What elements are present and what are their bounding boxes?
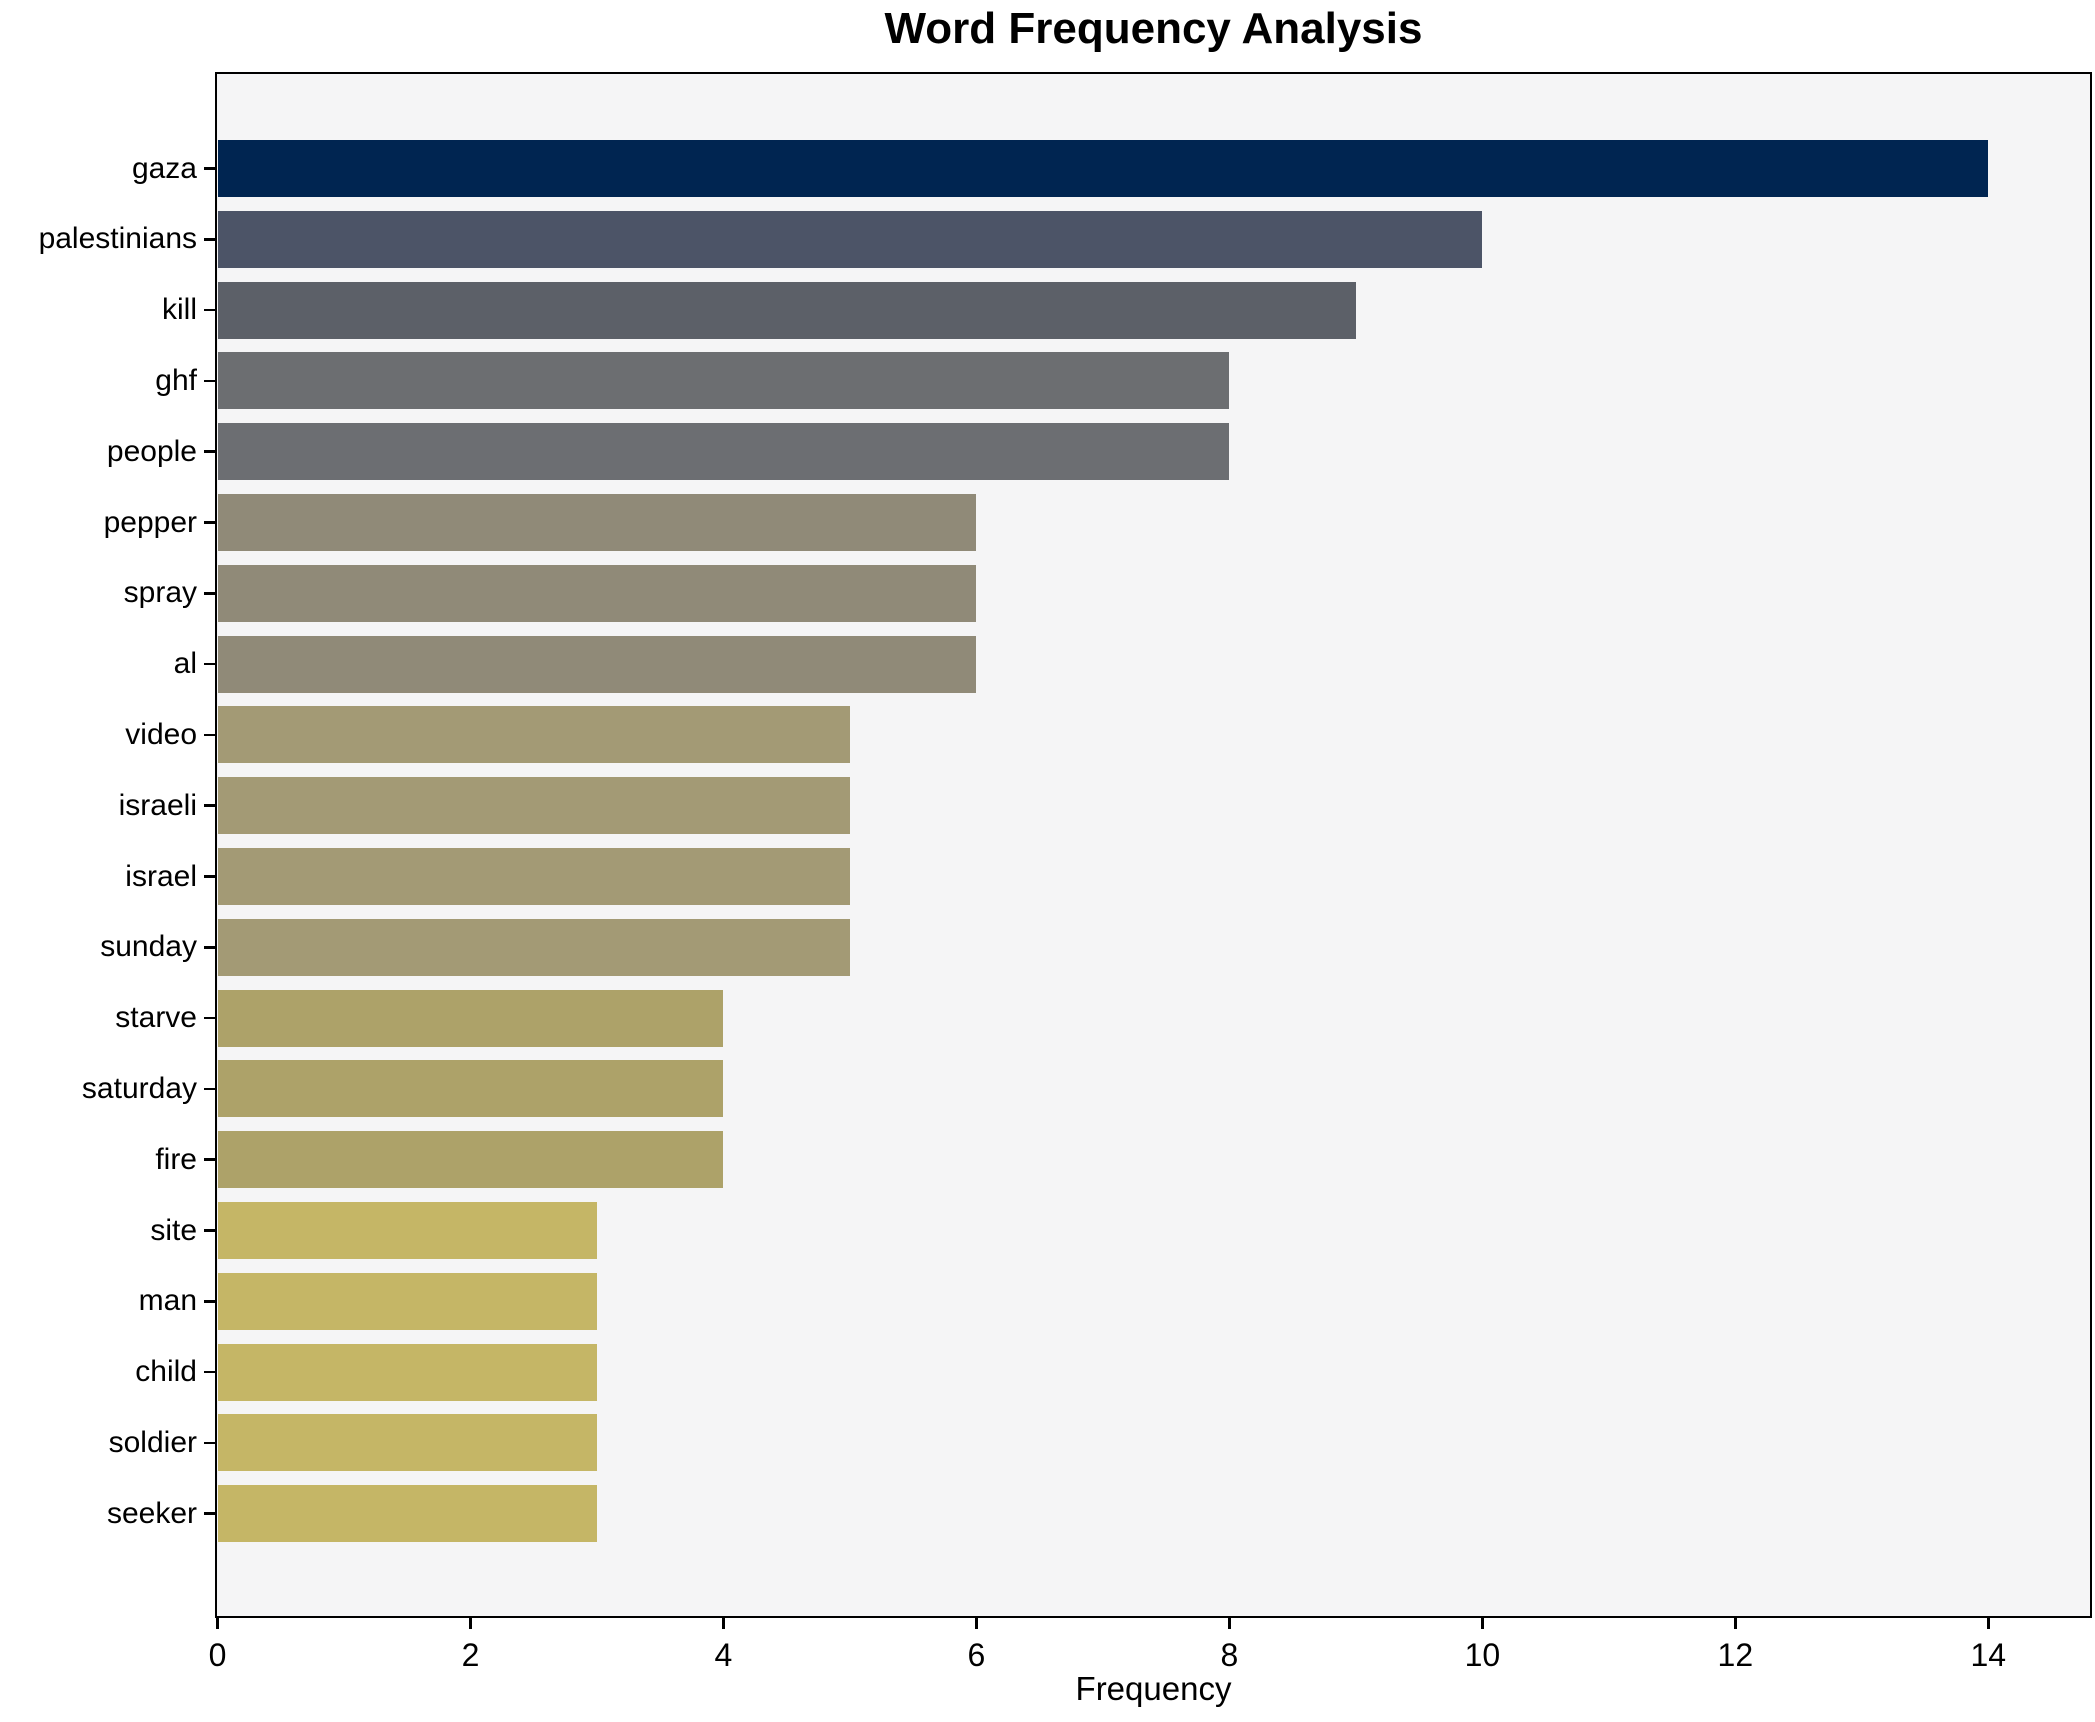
y-tick-label-palestinians: palestinians	[38, 222, 197, 256]
x-tick-label-14: 14	[1970, 1637, 2007, 1673]
bar-soldier	[217, 1414, 597, 1472]
bar-pepper	[217, 494, 977, 551]
x-tick-label-10: 10	[1464, 1637, 1501, 1673]
y-tick-mark	[204, 1229, 215, 1232]
x-tick-mark	[1481, 1618, 1484, 1629]
y-tick-mark	[204, 450, 215, 453]
y-tick-mark	[204, 592, 215, 595]
y-tick-label-saturday: saturday	[81, 1071, 197, 1105]
y-tick-mark	[204, 1158, 215, 1161]
y-tick-label-fire: fire	[155, 1142, 197, 1176]
y-tick-mark	[204, 662, 215, 666]
y-tick-mark	[204, 875, 215, 878]
y-tick-label-child: child	[135, 1355, 197, 1389]
y-tick-mark	[204, 804, 215, 807]
y-tick-label-seeker: seeker	[106, 1496, 197, 1530]
y-tick-mark	[204, 1016, 215, 1020]
y-tick-mark	[204, 946, 215, 949]
y-tick-label-kill: kill	[162, 293, 197, 327]
bar-video	[217, 706, 850, 764]
y-tick-mark	[204, 308, 215, 312]
bar-child	[217, 1343, 597, 1401]
y-tick-mark	[204, 238, 215, 241]
x-axis-title: Frequency	[1075, 1670, 1232, 1707]
bar-saturday	[217, 1060, 724, 1118]
y-tick-label-starve: starve	[115, 1001, 197, 1035]
y-tick-mark	[204, 1441, 215, 1445]
y-tick-mark	[204, 379, 215, 383]
y-tick-label-israel: israel	[125, 859, 197, 893]
y-tick-label-sunday: sunday	[100, 930, 197, 964]
x-tick-mark	[1987, 1618, 1990, 1629]
bar-sunday	[217, 918, 850, 976]
x-tick-mark	[469, 1618, 472, 1629]
y-tick-mark	[204, 1370, 215, 1374]
x-tick-label-2: 2	[461, 1637, 480, 1673]
y-tick-label-al: al	[173, 647, 197, 681]
bar-israel	[217, 848, 850, 905]
bar-starve	[217, 989, 724, 1047]
y-tick-label-spray: spray	[123, 576, 197, 610]
y-tick-mark	[204, 1300, 215, 1303]
bar-gaza	[217, 140, 1989, 197]
x-tick-mark	[722, 1618, 725, 1629]
y-tick-label-man: man	[138, 1284, 197, 1318]
y-tick-mark	[204, 521, 215, 524]
y-tick-label-pepper: pepper	[103, 505, 197, 539]
bar-palestinians	[217, 210, 1483, 268]
x-tick-mark	[975, 1618, 978, 1629]
x-tick-mark	[1734, 1618, 1737, 1629]
y-tick-label-ghf: ghf	[155, 363, 197, 397]
bar-israeli	[217, 777, 850, 835]
y-tick-label-site: site	[150, 1213, 197, 1247]
y-tick-mark	[204, 167, 215, 170]
bar-kill	[217, 281, 1356, 339]
x-tick-label-6: 6	[967, 1637, 986, 1673]
x-tick-mark	[216, 1618, 219, 1629]
bar-ghf	[217, 352, 1230, 410]
y-tick-label-israeli: israeli	[118, 788, 197, 822]
x-tick-label-12: 12	[1717, 1637, 1754, 1673]
bar-spray	[217, 564, 977, 622]
bar-man	[217, 1272, 597, 1330]
y-tick-label-gaza: gaza	[131, 151, 197, 185]
bar-al	[217, 635, 977, 693]
chart-title: Word Frequency Analysis	[884, 4, 1423, 53]
bar-seeker	[217, 1485, 597, 1543]
y-tick-label-soldier: soldier	[108, 1425, 197, 1459]
bar-fire	[217, 1131, 724, 1189]
bar-people	[217, 423, 1230, 481]
y-tick-mark	[204, 1512, 215, 1515]
x-tick-mark	[1228, 1618, 1231, 1629]
y-tick-label-people: people	[106, 434, 197, 468]
x-tick-label-0: 0	[208, 1637, 227, 1673]
x-tick-label-4: 4	[714, 1637, 733, 1673]
y-tick-label-video: video	[125, 717, 197, 751]
x-tick-label-8: 8	[1220, 1637, 1239, 1673]
bar-site	[217, 1202, 597, 1259]
y-tick-mark	[204, 733, 215, 737]
y-tick-mark	[204, 1087, 215, 1091]
